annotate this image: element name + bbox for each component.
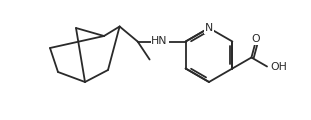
Text: N: N [205,23,213,33]
Text: HN: HN [151,36,168,46]
Text: OH: OH [270,61,287,72]
Text: O: O [252,34,260,44]
